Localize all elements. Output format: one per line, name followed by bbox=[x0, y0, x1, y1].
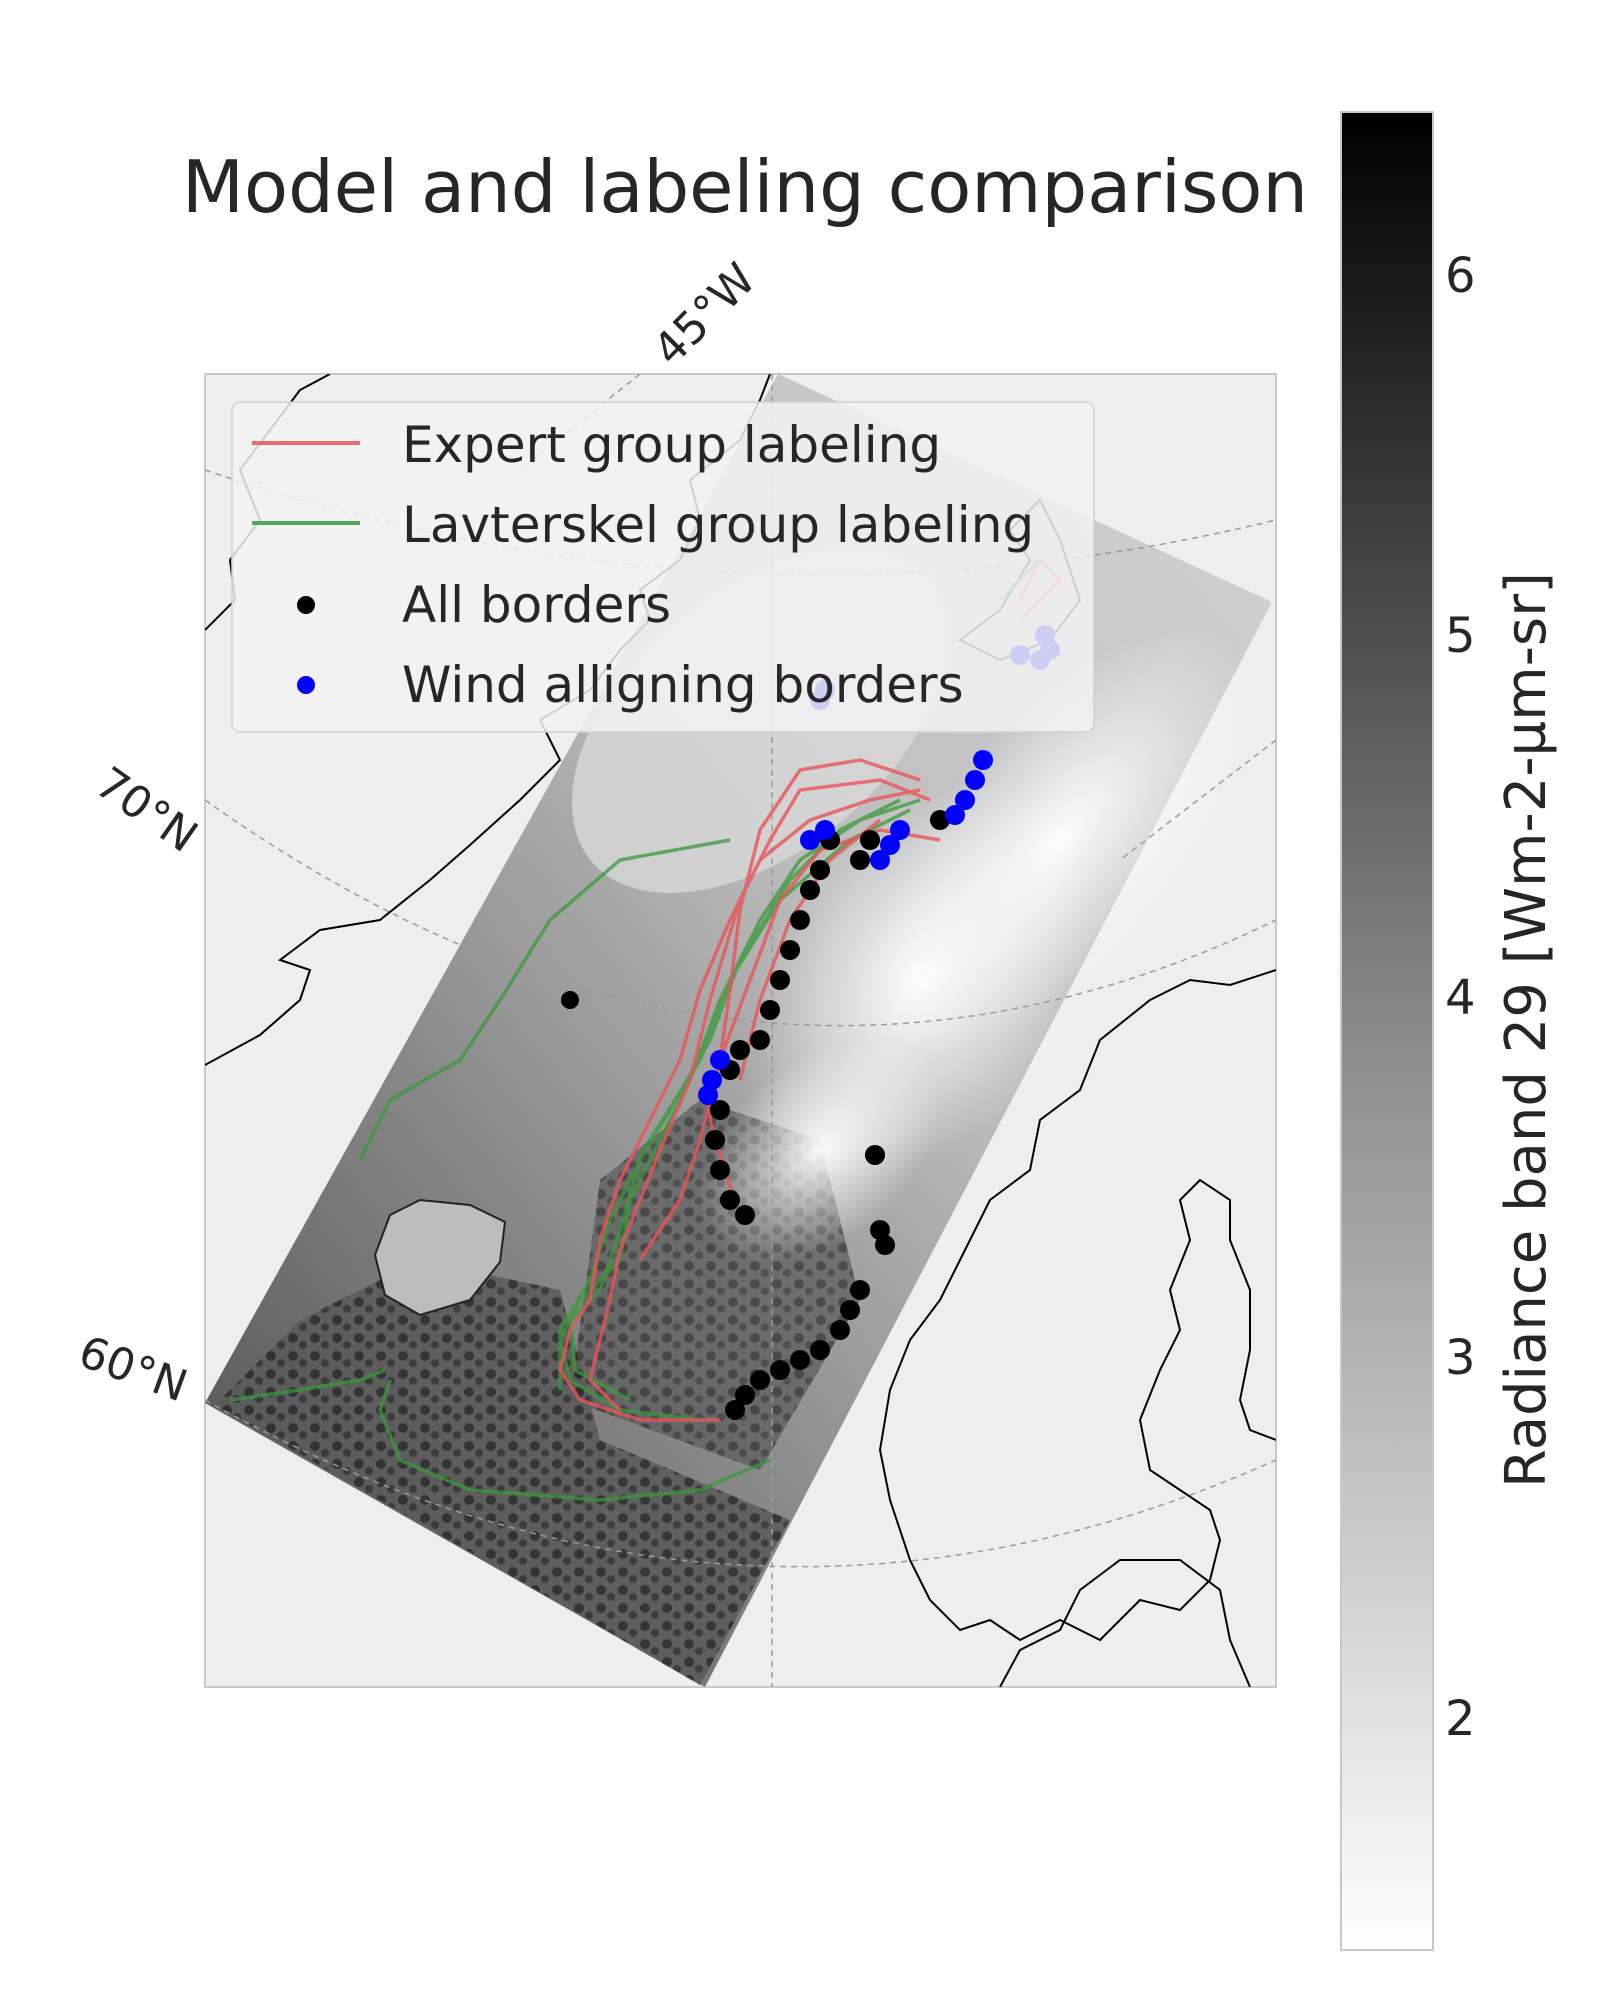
legend-label-lavterskel: Lavterskel group labeling bbox=[402, 496, 1034, 554]
colorbar-tick: 4 bbox=[1445, 970, 1476, 1026]
wind-border-point bbox=[890, 820, 910, 840]
all-border-point bbox=[770, 1360, 790, 1380]
all-border-point bbox=[750, 1030, 770, 1050]
all-border-point bbox=[790, 1350, 810, 1370]
all-border-point bbox=[790, 910, 810, 930]
all-borders bbox=[561, 810, 950, 1420]
colorbar-tick: 2 bbox=[1445, 1691, 1476, 1747]
legend: Expert group labeling Lavterskel group l… bbox=[231, 401, 1095, 733]
legend-swatch-all-borders bbox=[297, 596, 315, 614]
legend-item-expert: Expert group labeling bbox=[252, 416, 941, 474]
all-border-point bbox=[800, 880, 820, 900]
legend-swatch-wind-borders bbox=[297, 676, 315, 694]
colorbar-tick: 5 bbox=[1445, 608, 1476, 664]
colorbar-tick: 3 bbox=[1445, 1330, 1476, 1386]
wind-border-point bbox=[710, 1050, 730, 1070]
all-border-point bbox=[780, 940, 800, 960]
legend-box bbox=[231, 401, 1095, 733]
iceland bbox=[373, 1198, 507, 1317]
all-border-point bbox=[725, 1400, 745, 1420]
lon-label-45w: 45°W bbox=[644, 254, 766, 376]
all-border-point bbox=[561, 991, 579, 1009]
wind-border-point bbox=[815, 820, 835, 840]
all-border-point bbox=[865, 1145, 885, 1165]
all-border-point bbox=[705, 1130, 725, 1150]
all-border-point bbox=[735, 1205, 755, 1225]
legend-item-lavterskel: Lavterskel group labeling bbox=[252, 496, 1034, 554]
all-border-point bbox=[860, 830, 880, 850]
wind-border-point bbox=[880, 835, 900, 855]
legend-item-wind-borders: Wind alligning borders bbox=[297, 656, 964, 714]
sweden-coastline bbox=[999, 1559, 1251, 1687]
all-border-point bbox=[735, 1385, 755, 1405]
open-cell-region bbox=[215, 1260, 790, 1685]
lat-label-70n: 70°N bbox=[86, 757, 206, 862]
wind-border-point bbox=[945, 805, 965, 825]
all-border-point bbox=[850, 850, 870, 870]
legend-label-expert: Expert group labeling bbox=[402, 416, 941, 474]
all-border-point bbox=[730, 1040, 750, 1060]
wind-border-point bbox=[973, 750, 993, 770]
colorbar-ticks: 6 5 4 3 2 bbox=[1445, 248, 1476, 1747]
all-border-point bbox=[760, 1000, 780, 1020]
wind-border-point bbox=[800, 830, 820, 850]
all-border-point bbox=[810, 1340, 830, 1360]
all-border-point bbox=[875, 1235, 895, 1255]
graticule bbox=[205, 374, 1276, 1687]
colorbar-gradient bbox=[1340, 111, 1434, 1951]
expert-lines bbox=[558, 557, 1063, 1422]
map-axes: Expert group labeling Lavterskel group l… bbox=[72, 254, 1277, 1688]
all-border-point bbox=[710, 1160, 730, 1180]
all-border-point bbox=[710, 1100, 730, 1120]
legend-label-wind-borders: Wind alligning borders bbox=[402, 656, 964, 714]
colorbar-label: Radiance band 29 [Wm-2-µm-sr] bbox=[1494, 572, 1559, 1488]
wind-border-point bbox=[870, 850, 890, 870]
legend-item-all-borders: All borders bbox=[297, 576, 671, 634]
figure-title: Model and labeling comparison bbox=[182, 145, 1308, 229]
legend-label-all-borders: All borders bbox=[402, 576, 671, 634]
colorbar: 6 5 4 3 2 Radiance band 29 [Wm-2-µm-sr] bbox=[1340, 111, 1559, 1951]
all-border-point bbox=[770, 970, 790, 990]
cloud-mass bbox=[698, 1036, 942, 1264]
all-border-point bbox=[720, 1190, 740, 1210]
labeling-overlay bbox=[229, 557, 1063, 1502]
all-border-point bbox=[750, 1370, 770, 1390]
wind-border-point bbox=[698, 1085, 718, 1105]
all-border-point bbox=[840, 1300, 860, 1320]
all-border-point bbox=[810, 860, 830, 880]
wind-border-point bbox=[702, 1070, 722, 1090]
cloud-mass bbox=[869, 626, 1251, 1054]
all-border-point bbox=[830, 1320, 850, 1340]
colorbar-tick: 6 bbox=[1445, 248, 1476, 304]
wind-border-point bbox=[965, 770, 985, 790]
all-border-point bbox=[850, 1280, 870, 1300]
wind-border-point bbox=[955, 790, 975, 810]
lat-label-60n: 60°N bbox=[72, 1326, 194, 1412]
scandinavia-coastline bbox=[878, 969, 1276, 1642]
